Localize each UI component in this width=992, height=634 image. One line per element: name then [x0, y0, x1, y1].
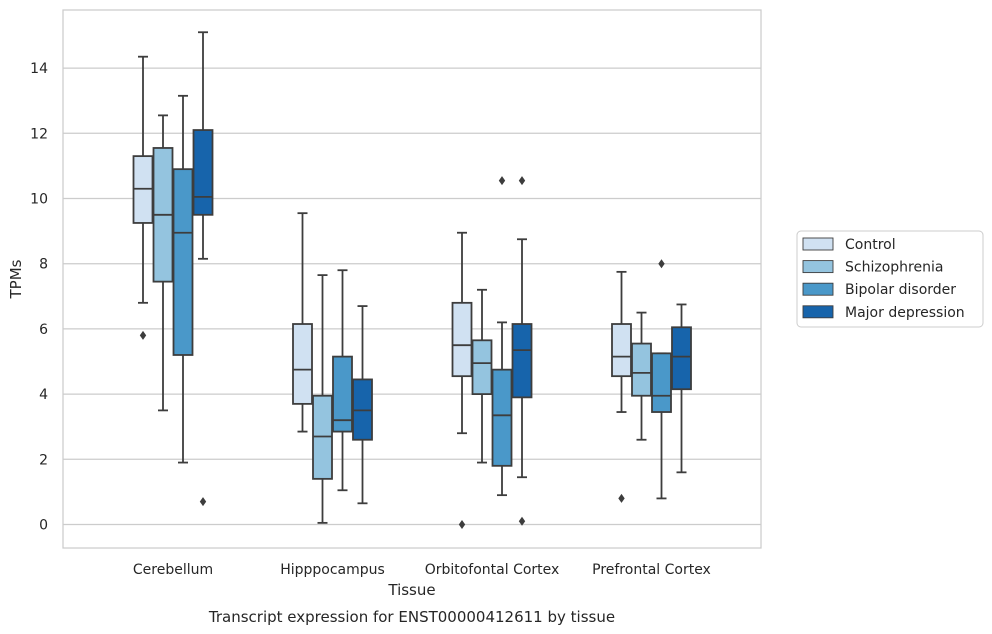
y-tick-label: 12: [30, 126, 48, 142]
legend-frame: [796, 230, 984, 328]
box-schizophrenia: [312, 274, 333, 524]
box-bipolar-disorder: [651, 259, 672, 500]
box-iqr: [292, 323, 313, 405]
x-tick-label: Orbitofontal Cortex: [425, 562, 560, 578]
outlier-point: [199, 497, 207, 507]
chart-caption: Transcript expression for ENST0000041261…: [208, 608, 615, 626]
legend-swatch: [802, 260, 834, 274]
legend-label: Bipolar disorder: [845, 282, 956, 298]
box-iqr: [172, 168, 194, 356]
outlier-point: [139, 330, 147, 340]
box-iqr: [651, 352, 672, 413]
outlier-point: [518, 176, 526, 186]
box-iqr: [471, 339, 493, 395]
box-control: [451, 231, 473, 529]
y-tick-label: 2: [39, 452, 48, 468]
outlier-point: [618, 493, 625, 503]
y-tick-label: 14: [30, 61, 48, 77]
box-groups: [132, 31, 692, 529]
box-major-depression: [671, 303, 692, 474]
x-tick-label: Cerebellum: [133, 562, 213, 578]
legend-swatch: [802, 282, 834, 296]
box-iqr: [671, 326, 692, 391]
box-control: [132, 55, 154, 340]
box-iqr: [491, 368, 513, 467]
outlier-point: [518, 516, 526, 526]
legend-label: Major depression: [845, 305, 965, 321]
box-iqr: [451, 301, 473, 378]
box-bipolar-disorder: [172, 94, 194, 464]
box-major-depression: [352, 305, 373, 505]
box-major-depression: [192, 31, 214, 507]
y-tick-labels: 0 2 4 6 8 10 12 14: [30, 61, 48, 533]
y-axis-label: TPMs: [7, 259, 25, 299]
legend-label: Schizophrenia: [845, 260, 943, 276]
y-tick-label: 0: [39, 518, 48, 534]
outlier-point: [458, 520, 466, 529]
outlier-point: [658, 259, 665, 269]
box-iqr: [611, 323, 632, 378]
y-tick-label: 10: [30, 192, 48, 208]
legend-swatch: [802, 237, 834, 251]
y-tick-label: 8: [39, 257, 48, 273]
x-tick-label: Hipppocampus: [280, 562, 385, 578]
x-tick-label: Prefrontal Cortex: [592, 562, 711, 578]
legend-swatch: [802, 305, 834, 319]
legend-label: Control: [845, 237, 896, 253]
x-axis-label: Tissue: [387, 581, 435, 599]
box-schizophrenia: [631, 311, 652, 441]
box-schizophrenia: [471, 288, 493, 464]
box-control: [292, 212, 313, 433]
box-control: [611, 270, 632, 503]
box-major-depression: [511, 176, 533, 526]
legend: Control Schizophrenia Bipolar disorder Majo…: [796, 230, 984, 328]
y-tick-label: 4: [39, 387, 48, 403]
box-iqr: [631, 342, 652, 397]
box-iqr: [192, 129, 214, 216]
y-tick-label: 6: [39, 322, 48, 338]
outlier-point: [498, 176, 506, 186]
box-schizophrenia: [152, 114, 174, 412]
box-bipolar-disorder: [332, 269, 353, 492]
box-iqr: [511, 323, 533, 399]
box-iqr: [332, 355, 353, 433]
x-tick-labels: Cerebellum Hipppocampus Orbitofontal Corte…: [133, 562, 711, 578]
box-bipolar-disorder: [491, 176, 513, 497]
plot-frame: [62, 9, 762, 549]
